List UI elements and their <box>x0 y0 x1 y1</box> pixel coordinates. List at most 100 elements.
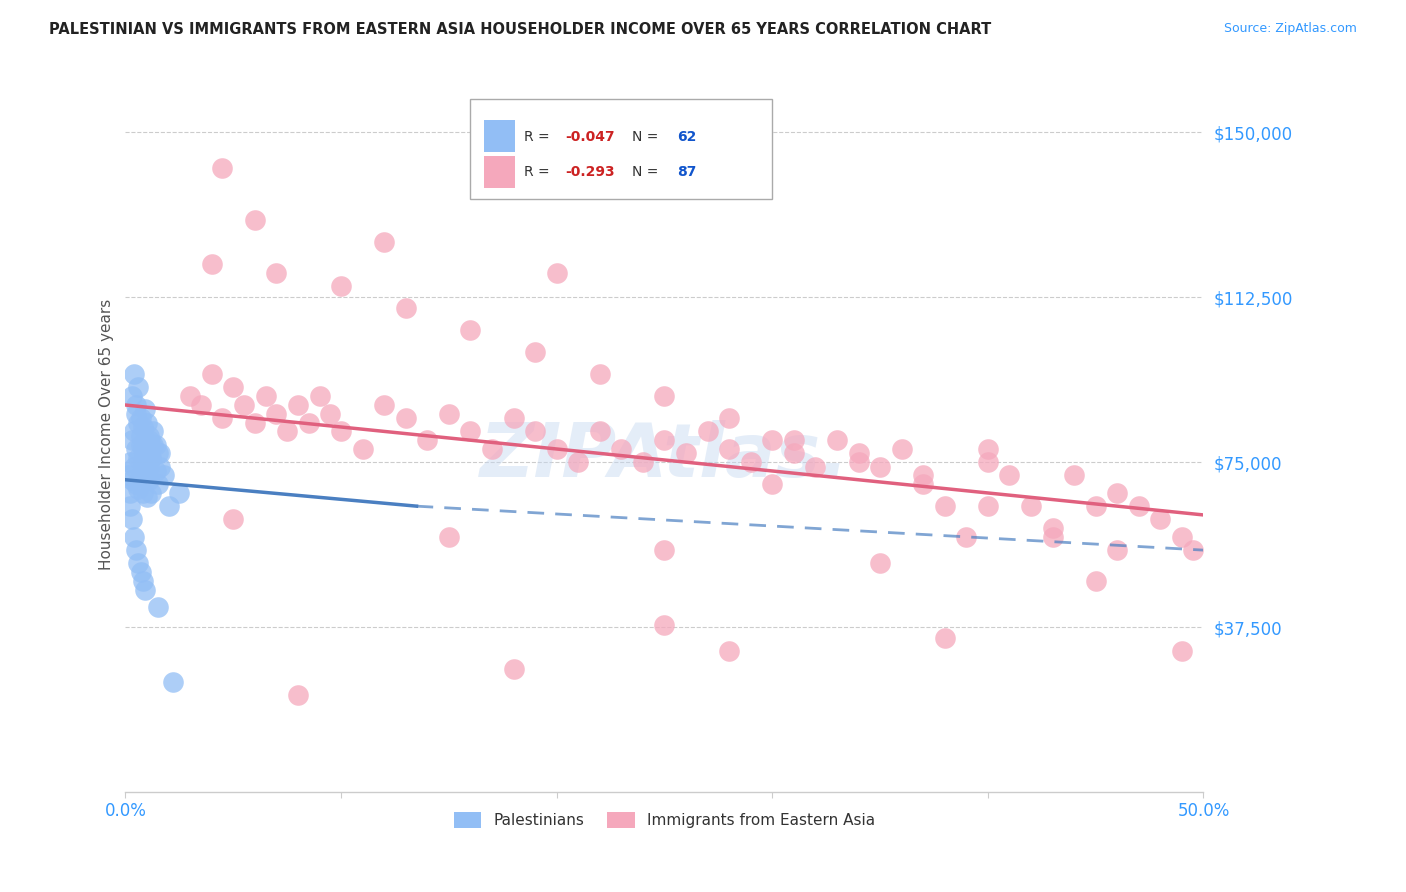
Point <box>162 675 184 690</box>
Point <box>718 644 741 658</box>
Point <box>211 161 233 175</box>
Point <box>460 323 482 337</box>
Point <box>132 574 155 588</box>
Point <box>654 543 676 558</box>
Point <box>243 213 266 227</box>
Point <box>233 398 256 412</box>
Y-axis label: Householder Income Over 65 years: Householder Income Over 65 years <box>100 299 114 570</box>
Point <box>138 459 160 474</box>
Point <box>118 486 141 500</box>
Point <box>631 455 654 469</box>
Text: N =: N = <box>633 129 662 144</box>
Point <box>696 425 718 439</box>
Point <box>157 499 180 513</box>
Point <box>373 235 395 250</box>
Point <box>222 380 245 394</box>
Point <box>129 468 152 483</box>
Point <box>977 455 1000 469</box>
Text: -0.293: -0.293 <box>565 166 614 179</box>
Text: Source: ZipAtlas.com: Source: ZipAtlas.com <box>1223 22 1357 36</box>
Point <box>287 688 309 702</box>
Point <box>222 512 245 526</box>
Point <box>243 416 266 430</box>
Point <box>179 389 201 403</box>
Point <box>136 491 159 505</box>
Point <box>142 425 165 439</box>
Text: PALESTINIAN VS IMMIGRANTS FROM EASTERN ASIA HOUSEHOLDER INCOME OVER 65 YEARS COR: PALESTINIAN VS IMMIGRANTS FROM EASTERN A… <box>49 22 991 37</box>
Point <box>1042 530 1064 544</box>
Point <box>125 543 148 558</box>
Point <box>122 425 145 439</box>
Point <box>134 433 156 447</box>
Point <box>201 257 224 271</box>
Point <box>502 662 524 676</box>
Point <box>1019 499 1042 513</box>
Point <box>977 442 1000 456</box>
Point <box>132 455 155 469</box>
Point <box>134 402 156 417</box>
Point <box>136 416 159 430</box>
Point <box>127 380 149 394</box>
Point <box>153 468 176 483</box>
Point <box>145 464 167 478</box>
Point <box>132 420 155 434</box>
Point <box>330 279 353 293</box>
Point <box>912 468 935 483</box>
Point <box>848 446 870 460</box>
Point <box>132 486 155 500</box>
Point <box>127 482 149 496</box>
Point <box>825 433 848 447</box>
Point <box>502 411 524 425</box>
Point <box>141 437 163 451</box>
Point <box>977 499 1000 513</box>
Point <box>675 446 697 460</box>
Point <box>934 499 956 513</box>
Point <box>869 459 891 474</box>
Point <box>437 530 460 544</box>
Point <box>567 455 589 469</box>
Text: -0.047: -0.047 <box>565 129 614 144</box>
Legend: Palestinians, Immigrants from Eastern Asia: Palestinians, Immigrants from Eastern As… <box>447 806 882 834</box>
Point <box>352 442 374 456</box>
Point <box>718 442 741 456</box>
Point <box>211 411 233 425</box>
Point <box>319 407 342 421</box>
Point <box>1107 486 1129 500</box>
Point <box>1063 468 1085 483</box>
Point <box>589 368 612 382</box>
Point <box>546 266 568 280</box>
Point <box>132 442 155 456</box>
Point <box>190 398 212 412</box>
Point <box>783 433 806 447</box>
Point <box>134 455 156 469</box>
Point <box>1084 499 1107 513</box>
Point <box>125 398 148 412</box>
Point <box>127 416 149 430</box>
Point <box>308 389 330 403</box>
Point <box>1042 521 1064 535</box>
Point <box>654 389 676 403</box>
Point <box>136 446 159 460</box>
Point <box>201 368 224 382</box>
Point <box>437 407 460 421</box>
Point <box>141 450 163 465</box>
Point <box>134 464 156 478</box>
Point <box>149 446 172 460</box>
Point <box>298 416 321 430</box>
Point <box>146 600 169 615</box>
Point <box>141 450 163 465</box>
Point <box>395 411 418 425</box>
Point <box>610 442 633 456</box>
Point <box>783 446 806 460</box>
Point <box>481 442 503 456</box>
Point <box>129 411 152 425</box>
Point <box>138 433 160 447</box>
Point <box>955 530 977 544</box>
Point <box>118 499 141 513</box>
Point <box>1149 512 1171 526</box>
Point <box>804 459 827 474</box>
Point <box>146 446 169 460</box>
Point <box>373 398 395 412</box>
Point <box>912 477 935 491</box>
Text: N =: N = <box>633 166 662 179</box>
